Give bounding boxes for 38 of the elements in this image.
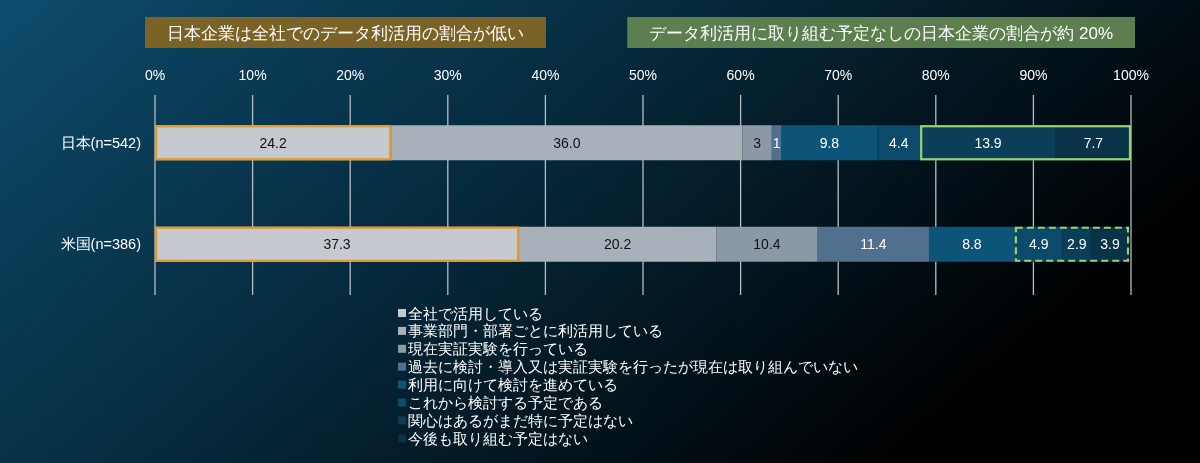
data-label: 11.4 xyxy=(860,236,887,253)
y-tick-label: 日本(n=542) xyxy=(60,134,141,151)
data-label: 3.9 xyxy=(1100,236,1120,253)
data-label: 4.9 xyxy=(1029,236,1049,253)
data-label: 10.4 xyxy=(753,236,781,253)
x-tick-label: 10% xyxy=(238,67,267,83)
annotation: 日本企業は全社でのデータ利活用の割合が低い xyxy=(145,17,546,48)
x-tick-label: 80% xyxy=(921,67,950,83)
annotation: データ利活用に取り組む予定なしの日本企業の割合が約 20% xyxy=(627,17,1135,48)
x-tick-label: 50% xyxy=(628,67,658,83)
x-tick-label: 0% xyxy=(144,67,166,83)
x-tick-label: 40% xyxy=(531,67,560,83)
bar xyxy=(771,125,782,161)
data-label: 1 xyxy=(772,134,781,151)
data-label: 20.2 xyxy=(604,236,632,253)
data-label: 37.3 xyxy=(323,236,351,253)
data-label: 3 xyxy=(753,134,762,151)
x-tick-label: 100% xyxy=(1113,67,1149,83)
bar xyxy=(781,125,878,161)
x-tick-label: 30% xyxy=(433,67,462,83)
data-label: 2.9 xyxy=(1067,236,1087,253)
x-tick-label: 60% xyxy=(726,67,755,83)
bar xyxy=(716,226,818,262)
data-label: 13.9 xyxy=(974,134,1002,151)
data-label: 4.4 xyxy=(888,134,909,151)
data-label: 8.8 xyxy=(962,236,982,253)
data-label: 24.2 xyxy=(259,134,287,151)
bar xyxy=(928,226,1015,262)
y-tick-label: 米国(n=386) xyxy=(60,236,141,253)
bar xyxy=(817,226,929,262)
data-label: 7.7 xyxy=(1083,134,1104,151)
data-label: 9.8 xyxy=(819,134,840,151)
data-label: 36.0 xyxy=(553,134,581,151)
x-tick-label: 90% xyxy=(1019,67,1048,83)
x-tick-label: 20% xyxy=(336,67,365,83)
x-tick-label: 70% xyxy=(824,67,853,83)
bar xyxy=(877,125,921,161)
bar xyxy=(742,125,772,161)
